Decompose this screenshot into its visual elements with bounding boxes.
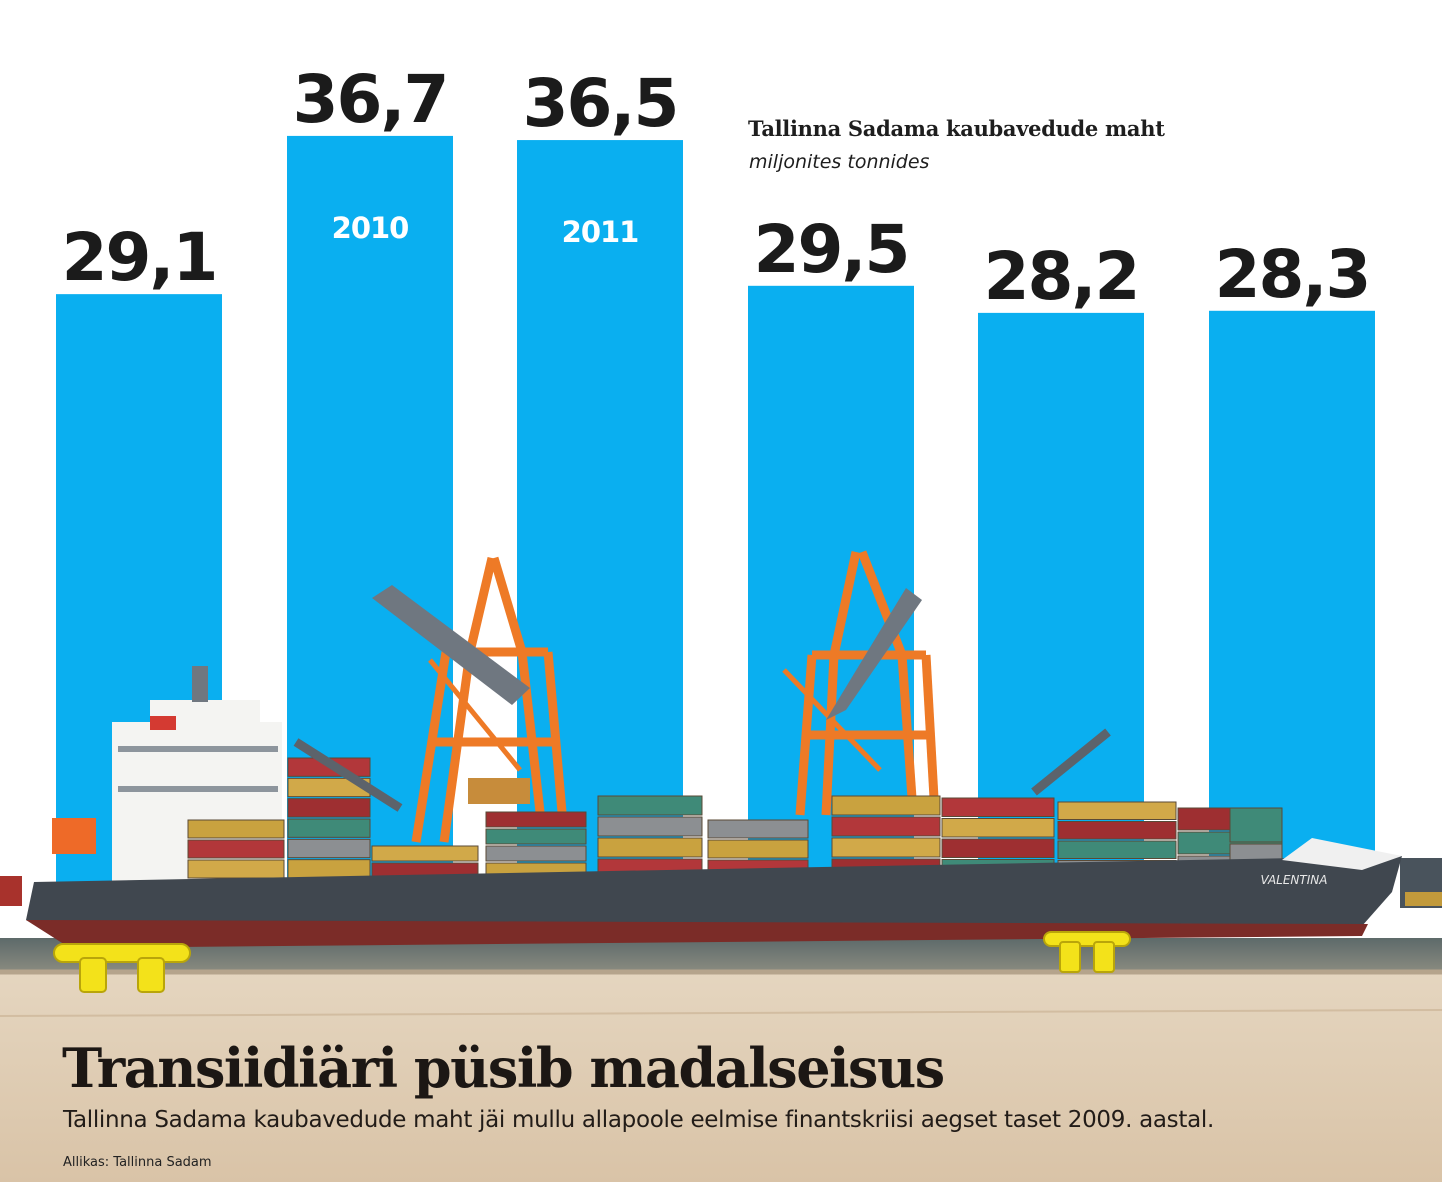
container bbox=[1057, 840, 1177, 859]
container bbox=[287, 859, 371, 879]
ship-hull bbox=[26, 856, 1402, 940]
category-label-1: 2010 bbox=[332, 211, 409, 245]
container bbox=[1057, 821, 1177, 840]
container bbox=[941, 818, 1055, 838]
container bbox=[187, 819, 285, 839]
container bbox=[485, 828, 587, 845]
value-label-1: 36,7 bbox=[293, 61, 448, 138]
container bbox=[941, 797, 1055, 817]
container bbox=[485, 845, 587, 862]
container bbox=[287, 838, 371, 859]
container bbox=[485, 811, 587, 828]
container bbox=[831, 795, 941, 816]
container bbox=[1229, 807, 1283, 843]
container bbox=[597, 816, 703, 837]
chart-unit: miljonites tonnides bbox=[749, 151, 930, 173]
value-label-4: 28,2 bbox=[984, 238, 1139, 315]
article-headline: Transiidiäri püsib madalseisus bbox=[62, 1036, 945, 1100]
category-label-2: 2011 bbox=[562, 215, 639, 249]
bar-5 bbox=[1209, 310, 1375, 900]
category-labels-layer: 2010 2011 bbox=[332, 211, 640, 249]
far-container-stacks bbox=[0, 858, 1442, 908]
bollards bbox=[53, 931, 1131, 993]
quay-seam bbox=[0, 1009, 1442, 1017]
bar-2 bbox=[517, 140, 683, 900]
container bbox=[287, 798, 371, 818]
value-label-2: 36,5 bbox=[523, 65, 678, 142]
container bbox=[371, 845, 479, 862]
ship-name-text: VALENTINA bbox=[1261, 873, 1328, 887]
ship-bow bbox=[1282, 838, 1402, 870]
value-label-5: 28,3 bbox=[1215, 236, 1370, 313]
chart-title: Tallinna Sadama kaubavedude maht bbox=[748, 116, 1165, 141]
value-label-0: 29,1 bbox=[62, 219, 217, 296]
container bbox=[941, 838, 1055, 858]
container bbox=[187, 839, 285, 859]
crane-left-boom bbox=[372, 585, 530, 705]
container bbox=[187, 859, 285, 879]
value-labels-layer: 29,1 36,7 36,5 29,5 28,2 28,3 bbox=[62, 61, 1372, 315]
crane-right bbox=[782, 550, 939, 816]
container bbox=[831, 816, 941, 837]
article-subtitle: Tallinna Sadama kaubavedude maht jäi mul… bbox=[63, 1107, 1214, 1133]
source-credit: Allikas: Tallinna Sadam bbox=[63, 1155, 212, 1170]
ship-deck-cranes bbox=[293, 728, 1111, 812]
ship-hull-stripe bbox=[26, 920, 1368, 948]
container bbox=[707, 819, 809, 839]
container bbox=[831, 837, 941, 858]
value-label-3: 29,5 bbox=[754, 211, 909, 288]
port-photo-illustration: VALENTINA bbox=[0, 550, 1442, 1182]
container bbox=[597, 795, 703, 816]
container bbox=[1057, 801, 1177, 820]
container bbox=[287, 818, 371, 838]
container bbox=[707, 839, 809, 859]
quay-ground bbox=[0, 968, 1442, 1182]
crane-right-boom bbox=[826, 588, 922, 720]
container bbox=[597, 837, 703, 858]
